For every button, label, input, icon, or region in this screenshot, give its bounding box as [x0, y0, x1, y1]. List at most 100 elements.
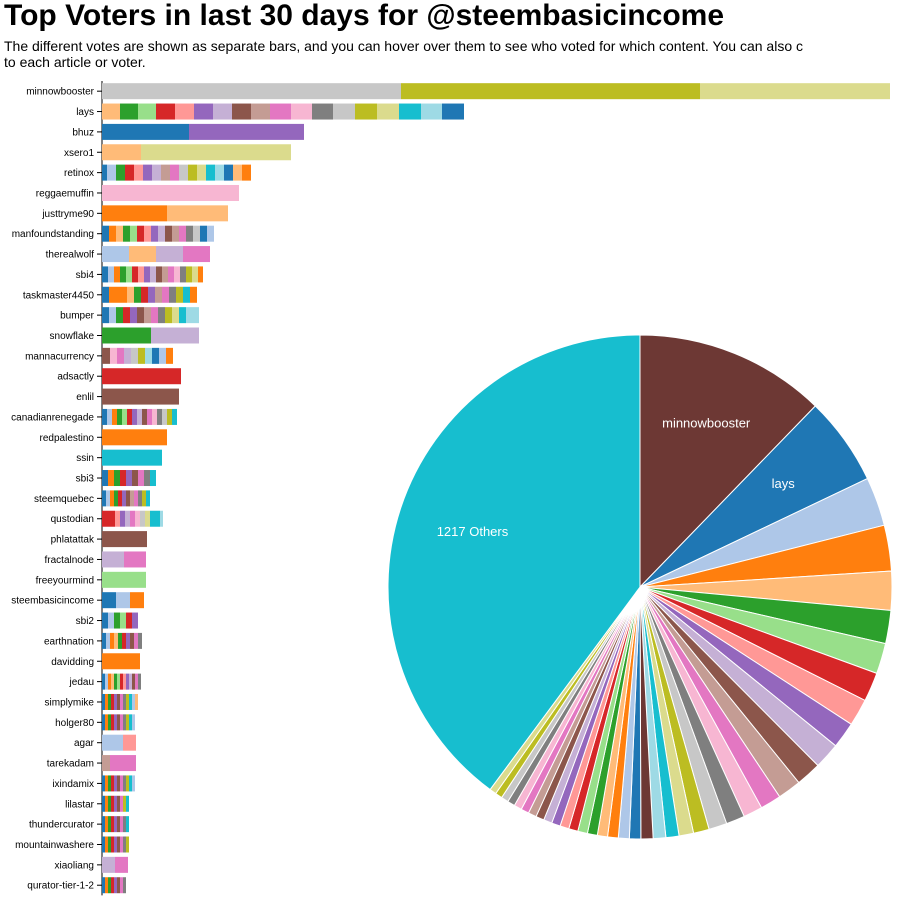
- vote-bar-segment[interactable]: [146, 490, 150, 507]
- vote-bar-segment[interactable]: [102, 775, 105, 792]
- voter-label[interactable]: jedau: [69, 677, 94, 688]
- vote-bar-segment[interactable]: [116, 592, 130, 609]
- vote-bar-segment[interactable]: [123, 836, 126, 853]
- vote-bar-segment[interactable]: [193, 225, 200, 242]
- vote-bar-segment[interactable]: [123, 734, 136, 751]
- vote-bar-segment[interactable]: [114, 836, 117, 853]
- vote-bar-segment[interactable]: [114, 877, 117, 894]
- vote-bar-segment[interactable]: [126, 266, 132, 283]
- vote-bar-segment[interactable]: [102, 877, 105, 894]
- vote-bar-segment[interactable]: [114, 775, 117, 792]
- vote-bar-segment[interactable]: [700, 83, 890, 100]
- vote-bar-segment[interactable]: [120, 470, 126, 487]
- voter-label[interactable]: phlatattak: [51, 535, 95, 546]
- voter-label[interactable]: adsactly: [57, 372, 94, 383]
- vote-bar-segment[interactable]: [150, 470, 156, 487]
- voter-label[interactable]: ssin: [76, 453, 94, 464]
- vote-bar-segment[interactable]: [108, 877, 111, 894]
- vote-bar-segment[interactable]: [130, 307, 137, 324]
- vote-bar-segment[interactable]: [102, 246, 129, 263]
- vote-bar-segment[interactable]: [120, 836, 123, 853]
- vote-bar-segment[interactable]: [123, 816, 126, 833]
- vote-bar-segment[interactable]: [167, 205, 228, 222]
- voter-label[interactable]: manfoundstanding: [12, 229, 94, 240]
- vote-bar-segment[interactable]: [142, 408, 147, 425]
- vote-bar-segment[interactable]: [126, 714, 129, 731]
- vote-bar-segment[interactable]: [138, 103, 156, 120]
- vote-bar-segment[interactable]: [242, 164, 251, 181]
- vote-bar-segment[interactable]: [160, 510, 163, 527]
- vote-bar-segment[interactable]: [105, 816, 108, 833]
- vote-bar-segment[interactable]: [198, 266, 203, 283]
- vote-bar-segment[interactable]: [150, 510, 160, 527]
- vote-bar-segment[interactable]: [152, 164, 161, 181]
- vote-bar-segment[interactable]: [111, 795, 114, 812]
- vote-bar-segment[interactable]: [102, 856, 115, 873]
- vote-bar-segment[interactable]: [137, 408, 142, 425]
- vote-bar-segment[interactable]: [114, 673, 117, 690]
- vote-bar-segment[interactable]: [224, 164, 233, 181]
- vote-bar-segment[interactable]: [123, 775, 126, 792]
- vote-bar-segment[interactable]: [186, 225, 193, 242]
- vote-bar-segment[interactable]: [169, 286, 176, 303]
- vote-bar-segment[interactable]: [108, 673, 111, 690]
- vote-bar-segment[interactable]: [170, 164, 179, 181]
- vote-bar-segment[interactable]: [127, 286, 134, 303]
- voter-label[interactable]: minnowbooster: [26, 87, 94, 98]
- voter-label[interactable]: earthnation: [44, 636, 94, 647]
- vote-bar-segment[interactable]: [130, 510, 135, 527]
- vote-bar-segment[interactable]: [251, 103, 270, 120]
- vote-bar-segment[interactable]: [123, 795, 126, 812]
- vote-bar-segment[interactable]: [126, 795, 129, 812]
- vote-bar-segment[interactable]: [108, 795, 111, 812]
- vote-bar-segment[interactable]: [108, 470, 114, 487]
- vote-bar-segment[interactable]: [134, 286, 141, 303]
- vote-bar-segment[interactable]: [117, 775, 120, 792]
- vote-bar-segment[interactable]: [162, 408, 167, 425]
- vote-bar-segment[interactable]: [134, 632, 138, 649]
- vote-bar-segment[interactable]: [109, 307, 116, 324]
- vote-bar-segment[interactable]: [111, 775, 114, 792]
- voter-label[interactable]: therealwolf: [46, 250, 95, 261]
- vote-bar-segment[interactable]: [213, 103, 232, 120]
- voter-label[interactable]: thundercurator: [29, 820, 95, 831]
- vote-bar-segment[interactable]: [168, 266, 174, 283]
- vote-bar-segment[interactable]: [122, 490, 126, 507]
- vote-bar-segment[interactable]: [108, 693, 111, 710]
- vote-bar-segment[interactable]: [148, 286, 155, 303]
- vote-bar-segment[interactable]: [144, 307, 151, 324]
- voter-label[interactable]: agar: [74, 738, 95, 749]
- voter-label[interactable]: retinox: [64, 168, 94, 179]
- vote-bar-segment[interactable]: [165, 307, 172, 324]
- vote-bar-segment[interactable]: [112, 408, 117, 425]
- vote-bar-segment[interactable]: [125, 510, 130, 527]
- voter-label[interactable]: ixindamix: [52, 779, 94, 790]
- vote-bar-segment[interactable]: [162, 286, 169, 303]
- vote-bar-segment[interactable]: [192, 266, 198, 283]
- voter-label[interactable]: sbi3: [76, 474, 95, 485]
- pie-slice[interactable]: [387, 334, 641, 791]
- vote-bar-segment[interactable]: [197, 164, 206, 181]
- voter-label[interactable]: xiaoliang: [55, 860, 94, 871]
- vote-bar-segment[interactable]: [179, 164, 188, 181]
- vote-bar-segment[interactable]: [117, 673, 120, 690]
- vote-bar-segment[interactable]: [156, 246, 183, 263]
- vote-bar-segment[interactable]: [130, 225, 137, 242]
- vote-bar-segment[interactable]: [152, 347, 159, 364]
- vote-bar-segment[interactable]: [355, 103, 377, 120]
- vote-bar-segment[interactable]: [143, 164, 152, 181]
- vote-bar-segment[interactable]: [123, 673, 126, 690]
- vote-bar-segment[interactable]: [138, 266, 144, 283]
- vote-bar-segment[interactable]: [183, 286, 190, 303]
- vote-bar-segment[interactable]: [124, 551, 146, 568]
- vote-bar-segment[interactable]: [333, 103, 355, 120]
- vote-bar-segment[interactable]: [111, 816, 114, 833]
- vote-bar-segment[interactable]: [111, 836, 114, 853]
- vote-bar-segment[interactable]: [102, 368, 181, 385]
- vote-bar-segment[interactable]: [127, 408, 132, 425]
- vote-bar-segment[interactable]: [134, 164, 143, 181]
- vote-bar-segment[interactable]: [147, 408, 152, 425]
- vote-bar-segment[interactable]: [179, 225, 186, 242]
- vote-bar-segment[interactable]: [117, 836, 120, 853]
- vote-bar-segment[interactable]: [233, 164, 242, 181]
